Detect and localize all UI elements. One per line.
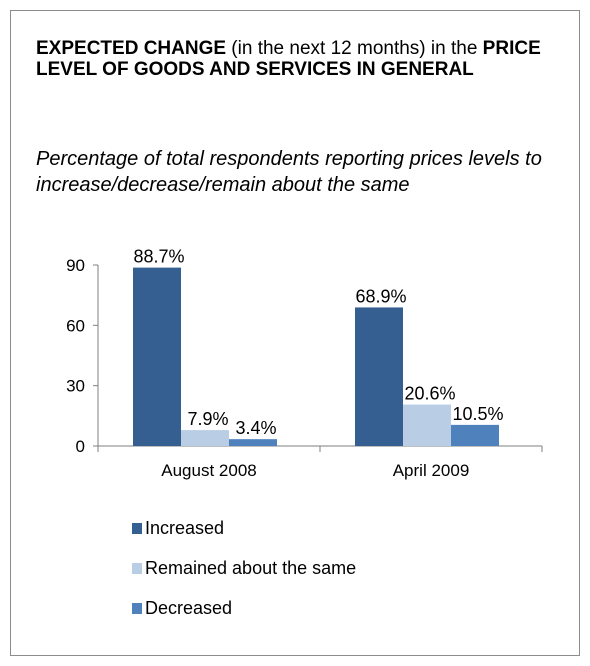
legend-label-remained: Remained about the same bbox=[145, 558, 357, 578]
bar-decreased bbox=[229, 439, 277, 446]
title-bold-part: EXPECTED CHANGE bbox=[36, 38, 227, 59]
legend-item-increased: Increased bbox=[132, 518, 224, 538]
x-category-label: August 2008 bbox=[161, 461, 256, 480]
bar-remained bbox=[181, 430, 229, 446]
title-normal-part: (in the next 12 months) in the bbox=[226, 38, 483, 59]
x-category-label: April 2009 bbox=[393, 461, 470, 480]
data-label: 68.9% bbox=[355, 286, 406, 306]
legend-label-decreased: Decreased bbox=[145, 598, 233, 618]
title-bold-part-2: PRICE LEVEL OF GOODS AND SERVICES IN GEN… bbox=[36, 38, 541, 80]
legend-swatch-increased bbox=[132, 522, 142, 534]
bar-increased bbox=[355, 307, 403, 446]
legend-swatch-decreased bbox=[132, 602, 142, 614]
y-tick-label: 90 bbox=[66, 256, 85, 275]
y-tick-label: 60 bbox=[66, 316, 85, 335]
y-tick-label: 0 bbox=[76, 437, 85, 456]
chart-frame bbox=[10, 10, 580, 656]
data-label: 88.7% bbox=[133, 247, 184, 267]
data-label: 7.9% bbox=[187, 409, 228, 429]
bar-increased bbox=[133, 267, 181, 446]
chart-subtitle: Percentage of total respondents reportin… bbox=[36, 148, 542, 196]
legend-item-decreased: Decreased bbox=[132, 598, 232, 618]
data-label: 20.6% bbox=[404, 384, 455, 404]
legend-label-increased: Increased bbox=[145, 518, 225, 538]
bar-remained bbox=[403, 404, 451, 446]
y-tick-label: 30 bbox=[66, 377, 85, 396]
bar-decreased bbox=[451, 424, 499, 446]
chart-title: EXPECTED CHANGE (in the next 12 months) … bbox=[36, 38, 556, 80]
legend-swatch-remained bbox=[132, 562, 142, 574]
legend-item-remained: Remained about the same bbox=[132, 558, 356, 578]
data-label: 10.5% bbox=[452, 404, 503, 424]
data-label: 3.4% bbox=[235, 418, 276, 438]
